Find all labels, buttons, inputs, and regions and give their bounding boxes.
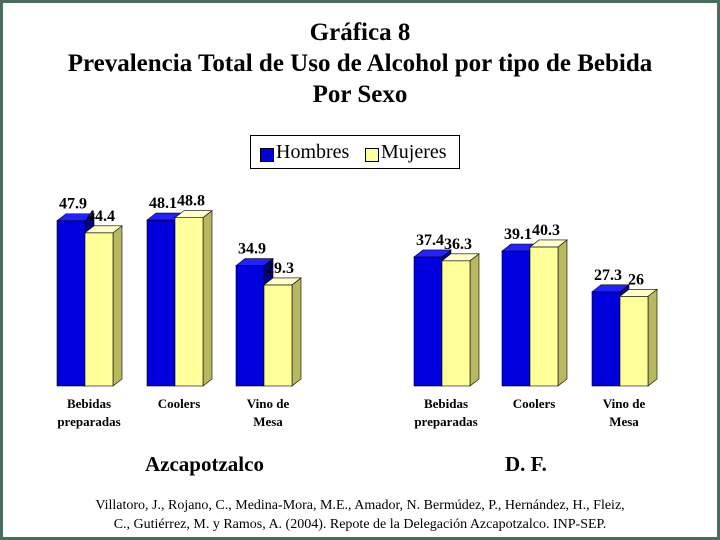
category-label-1-0-0: Bebidas xyxy=(424,396,468,411)
bar-0-2-0 xyxy=(235,265,265,387)
category-label-1-2-1: Mesa xyxy=(609,414,639,429)
bar-top-0-0-1 xyxy=(84,225,123,234)
bar-side-0-2-1 xyxy=(291,277,302,387)
bar-side-1-2-1 xyxy=(647,288,658,387)
citation-line-1: Villatoro, J., Rojano, C., Medina-Mora, … xyxy=(95,498,625,513)
bar-0-1-0 xyxy=(146,219,176,387)
legend: Hombres Mujeres xyxy=(250,135,460,169)
bar-side-0-1-1 xyxy=(202,210,213,387)
bar-top-0-2-1 xyxy=(263,277,302,286)
bar-1-1-1 xyxy=(529,246,559,387)
category-label-1-1-0: Coolers xyxy=(513,396,556,411)
bar-top-1-2-1 xyxy=(619,288,658,297)
bar-top-0-0-0 xyxy=(56,213,95,222)
bar-1-0-1 xyxy=(441,260,471,387)
category-label-0-2-0: Vino de xyxy=(247,396,290,411)
region-label-azcapotzalco: Azcapotzalco xyxy=(145,452,264,476)
bar-side-1-0-1 xyxy=(469,253,480,387)
bar-top-1-0-0 xyxy=(413,249,452,258)
bar-0-1-1 xyxy=(174,217,204,387)
data-label-1-0-0: 37.4 xyxy=(416,232,444,249)
category-label-0-1-0: Coolers xyxy=(158,396,201,411)
data-label-0-0-0: 47.9 xyxy=(59,196,87,213)
bar-top-1-1-1 xyxy=(529,239,568,248)
data-label-1-0-1: 36.3 xyxy=(444,236,472,253)
data-label-0-1-0: 48.1 xyxy=(149,195,177,212)
data-label-1-2-1: 26 xyxy=(628,271,644,288)
chart-title-block: Gráfica 8 Prevalencia Total de Uso de Al… xyxy=(0,17,720,110)
data-label-0-2-1: 29.3 xyxy=(266,260,294,277)
data-label-1-1-1: 40.3 xyxy=(532,222,560,239)
bar-0-0-1 xyxy=(84,232,114,387)
chart-title: Gráfica 8 xyxy=(309,19,411,46)
category-label-0-0-1: preparadas xyxy=(57,414,120,429)
category-label-0-2-1: Mesa xyxy=(253,414,283,429)
bar-top-0-2-0 xyxy=(235,258,274,266)
chart-subtitle: Prevalencia Total de Uso de Alcohol por … xyxy=(67,50,653,77)
bar-0-2-1 xyxy=(263,284,293,387)
category-label-1-2-0: Vino de xyxy=(603,396,646,411)
data-label-0-0-1: 44.4 xyxy=(87,208,115,225)
category-label-1-0-1: preparadas xyxy=(414,414,477,429)
bar-1-1-0 xyxy=(501,250,531,387)
legend-label-mujeres: Mujeres xyxy=(381,141,447,163)
citation-footer: Villatoro, J., Rojano, C., Medina-Mora, … xyxy=(0,496,720,534)
data-label-0-2-0: 34.9 xyxy=(238,241,266,258)
bar-top-0-1-1 xyxy=(174,210,213,218)
data-label-1-2-0: 27.3 xyxy=(594,267,622,284)
bar-top-1-0-1 xyxy=(441,253,480,262)
category-label-0-0-0: Bebidas xyxy=(67,396,111,411)
bar-top-1-2-0 xyxy=(591,284,630,293)
data-label-0-1-1: 48.8 xyxy=(177,193,205,210)
citation-line-2: C., Gutiérrez, M. y Ramos, A. (2004). Re… xyxy=(113,517,607,532)
legend-swatch-mujeres xyxy=(365,148,379,162)
bar-side-1-1-1 xyxy=(557,239,568,387)
bar-0-0-0 xyxy=(56,220,86,387)
region-label-df: D. F. xyxy=(505,452,547,476)
legend-label-hombres: Hombres xyxy=(276,141,350,163)
bar-1-0-0 xyxy=(413,256,443,387)
chart-subtitle-2: Por Sexo xyxy=(312,81,408,108)
legend-swatch-hombres xyxy=(260,148,274,162)
data-label-1-1-0: 39.1 xyxy=(504,226,532,243)
bar-1-2-1 xyxy=(619,295,649,387)
bar-side-0-0-1 xyxy=(112,225,123,387)
bar-1-2-0 xyxy=(591,291,621,387)
